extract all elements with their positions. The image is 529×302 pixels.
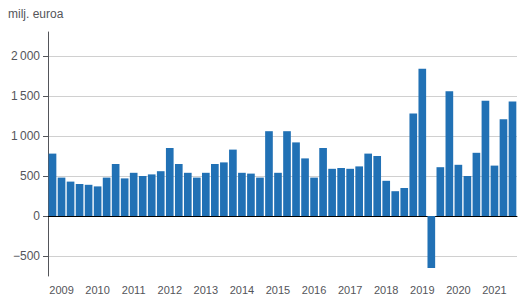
svg-text:2018: 2018 xyxy=(374,284,398,296)
svg-text:2009: 2009 xyxy=(49,284,73,296)
svg-text:1 000: 1 000 xyxy=(11,129,40,143)
svg-text:2011: 2011 xyxy=(122,284,146,296)
svg-text:2 000: 2 000 xyxy=(11,49,40,63)
svg-text:500: 500 xyxy=(20,169,40,183)
svg-text:2021: 2021 xyxy=(482,284,506,296)
svg-text:milj. euroa: milj. euroa xyxy=(8,7,64,21)
svg-text:2017: 2017 xyxy=(338,284,362,296)
svg-text:2012: 2012 xyxy=(158,284,182,296)
svg-text:2016: 2016 xyxy=(302,284,326,296)
svg-text:2014: 2014 xyxy=(230,284,254,296)
svg-text:−500: −500 xyxy=(13,249,40,263)
svg-text:1 500: 1 500 xyxy=(11,89,40,103)
svg-text:2020: 2020 xyxy=(446,284,470,296)
svg-text:2013: 2013 xyxy=(194,284,218,296)
svg-text:0: 0 xyxy=(33,209,40,223)
svg-text:2015: 2015 xyxy=(266,284,290,296)
svg-text:2010: 2010 xyxy=(85,284,109,296)
svg-text:2019: 2019 xyxy=(410,284,434,296)
